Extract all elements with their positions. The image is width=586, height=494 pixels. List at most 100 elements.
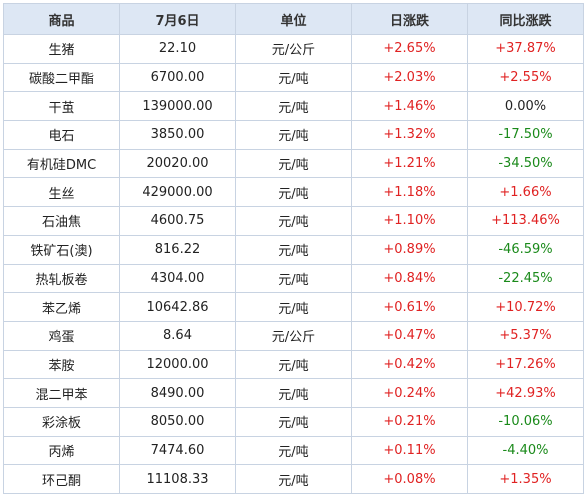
commodity-name-cell: 铁矿石(澳) (3, 234, 120, 265)
daily-change-cell: +1.46% (351, 91, 468, 122)
unit-cell: 元/吨 (235, 177, 352, 208)
table-row: 苯乙烯 10642.86 元/吨 +0.61% +10.72% (3, 292, 584, 322)
daily-change-cell: +1.32% (351, 120, 468, 150)
commodity-name-cell: 生丝 (3, 177, 120, 208)
daily-change-cell: +2.65% (351, 34, 468, 64)
price-cell: 4600.75 (119, 206, 236, 236)
table-body: 生猪 22.10 元/公斤 +2.65% +37.87% 碳酸二甲酯 6700.00 元/吨 +… (3, 34, 584, 494)
header-commodity[interactable]: 商品 (3, 3, 120, 35)
table-row: 彩涂板 8050.00 元/吨 +0.21% -10.06% (3, 406, 584, 437)
daily-change-cell: +1.10% (351, 206, 468, 236)
unit-cell: 元/吨 (235, 263, 352, 294)
yoy-change-cell: +1.35% (467, 464, 584, 494)
daily-change-cell: +0.47% (351, 320, 468, 351)
daily-change-cell: +1.21% (351, 148, 468, 179)
daily-change-cell: +0.08% (351, 464, 468, 494)
unit-cell: 元/吨 (235, 206, 352, 236)
unit-cell: 元/吨 (235, 148, 352, 179)
price-cell: 8490.00 (119, 378, 236, 408)
yoy-change-cell: -46.59% (467, 234, 584, 265)
yoy-change-cell: +5.37% (467, 320, 584, 351)
unit-cell: 元/吨 (235, 91, 352, 122)
commodity-name-cell: 电石 (3, 120, 120, 150)
yoy-change-cell: -10.06% (467, 406, 584, 437)
yoy-change-cell: -4.40% (467, 435, 584, 466)
table-row: 碳酸二甲酯 6700.00 元/吨 +2.03% +2.55% (3, 62, 584, 93)
yoy-change-cell: +10.72% (467, 292, 584, 322)
price-cell: 429000.00 (119, 177, 236, 208)
unit-cell: 元/吨 (235, 406, 352, 437)
price-cell: 10642.86 (119, 292, 236, 322)
daily-change-cell: +0.42% (351, 349, 468, 380)
commodity-name-cell: 生猪 (3, 34, 120, 64)
table-row: 鸡蛋 8.64 元/公斤 +0.47% +5.37% (3, 320, 584, 351)
yoy-change-cell: 0.00% (467, 91, 584, 122)
table-row: 环己酮 11108.33 元/吨 +0.08% +1.35% (3, 464, 584, 494)
unit-cell: 元/吨 (235, 435, 352, 466)
price-cell: 139000.00 (119, 91, 236, 122)
yoy-change-cell: -22.45% (467, 263, 584, 294)
unit-cell: 元/吨 (235, 349, 352, 380)
table-row: 混二甲苯 8490.00 元/吨 +0.24% +42.93% (3, 378, 584, 408)
daily-change-cell: +0.11% (351, 435, 468, 466)
commodity-name-cell: 热轧板卷 (3, 263, 120, 294)
daily-change-cell: +2.03% (351, 62, 468, 93)
yoy-change-cell: +17.26% (467, 349, 584, 380)
price-cell: 11108.33 (119, 464, 236, 494)
price-cell: 6700.00 (119, 62, 236, 93)
table-header: 商品 7月6日 单位 日涨跌 同比涨跌 (3, 3, 584, 35)
commodity-name-cell: 干茧 (3, 91, 120, 122)
table-row: 有机硅DMC 20020.00 元/吨 +1.21% -34.50% (3, 148, 584, 179)
table-row: 热轧板卷 4304.00 元/吨 +0.84% -22.45% (3, 263, 584, 294)
table-row: 丙烯 7474.60 元/吨 +0.11% -4.40% (3, 435, 584, 466)
price-cell: 4304.00 (119, 263, 236, 294)
header-row: 商品 7月6日 单位 日涨跌 同比涨跌 (3, 3, 584, 35)
commodity-name-cell: 混二甲苯 (3, 378, 120, 408)
table-row: 石油焦 4600.75 元/吨 +1.10% +113.46% (3, 206, 584, 236)
commodity-name-cell: 碳酸二甲酯 (3, 62, 120, 93)
commodity-name-cell: 石油焦 (3, 206, 120, 236)
yoy-change-cell: +1.66% (467, 177, 584, 208)
price-cell: 3850.00 (119, 120, 236, 150)
table-row: 苯胺 12000.00 元/吨 +0.42% +17.26% (3, 349, 584, 380)
daily-change-cell: +0.21% (351, 406, 468, 437)
unit-cell: 元/公斤 (235, 34, 352, 64)
commodity-table-container: 商品 7月6日 单位 日涨跌 同比涨跌 生猪 22.10 元/公斤 +2.65% +37… (3, 3, 584, 494)
commodity-name-cell: 苯乙烯 (3, 292, 120, 322)
daily-change-cell: +0.61% (351, 292, 468, 322)
table-row: 生丝 429000.00 元/吨 +1.18% +1.66% (3, 177, 584, 208)
daily-change-cell: +0.24% (351, 378, 468, 408)
commodity-name-cell: 彩涂板 (3, 406, 120, 437)
daily-change-cell: +0.84% (351, 263, 468, 294)
yoy-change-cell: +2.55% (467, 62, 584, 93)
yoy-change-cell: +42.93% (467, 378, 584, 408)
price-cell: 12000.00 (119, 349, 236, 380)
yoy-change-cell: -17.50% (467, 120, 584, 150)
daily-change-cell: +0.89% (351, 234, 468, 265)
table-row: 生猪 22.10 元/公斤 +2.65% +37.87% (3, 34, 584, 64)
yoy-change-cell: +113.46% (467, 206, 584, 236)
unit-cell: 元/吨 (235, 234, 352, 265)
table-row: 干茧 139000.00 元/吨 +1.46% 0.00% (3, 91, 584, 122)
yoy-change-cell: -34.50% (467, 148, 584, 179)
price-cell: 20020.00 (119, 148, 236, 179)
price-cell: 22.10 (119, 34, 236, 64)
unit-cell: 元/吨 (235, 378, 352, 408)
yoy-change-cell: +37.87% (467, 34, 584, 64)
commodity-name-cell: 鸡蛋 (3, 320, 120, 351)
header-daily-change[interactable]: 日涨跌 (351, 3, 468, 35)
unit-cell: 元/吨 (235, 120, 352, 150)
header-unit[interactable]: 单位 (235, 3, 352, 35)
commodity-name-cell: 环己酮 (3, 464, 120, 494)
commodity-name-cell: 苯胺 (3, 349, 120, 380)
header-yoy-change[interactable]: 同比涨跌 (467, 3, 584, 35)
price-cell: 7474.60 (119, 435, 236, 466)
commodity-price-table: 商品 7月6日 单位 日涨跌 同比涨跌 生猪 22.10 元/公斤 +2.65% +37… (3, 3, 584, 494)
commodity-name-cell: 有机硅DMC (3, 148, 120, 179)
price-cell: 8.64 (119, 320, 236, 351)
price-cell: 8050.00 (119, 406, 236, 437)
unit-cell: 元/吨 (235, 292, 352, 322)
header-date-price[interactable]: 7月6日 (119, 3, 236, 35)
table-row: 铁矿石(澳) 816.22 元/吨 +0.89% -46.59% (3, 234, 584, 265)
daily-change-cell: +1.18% (351, 177, 468, 208)
